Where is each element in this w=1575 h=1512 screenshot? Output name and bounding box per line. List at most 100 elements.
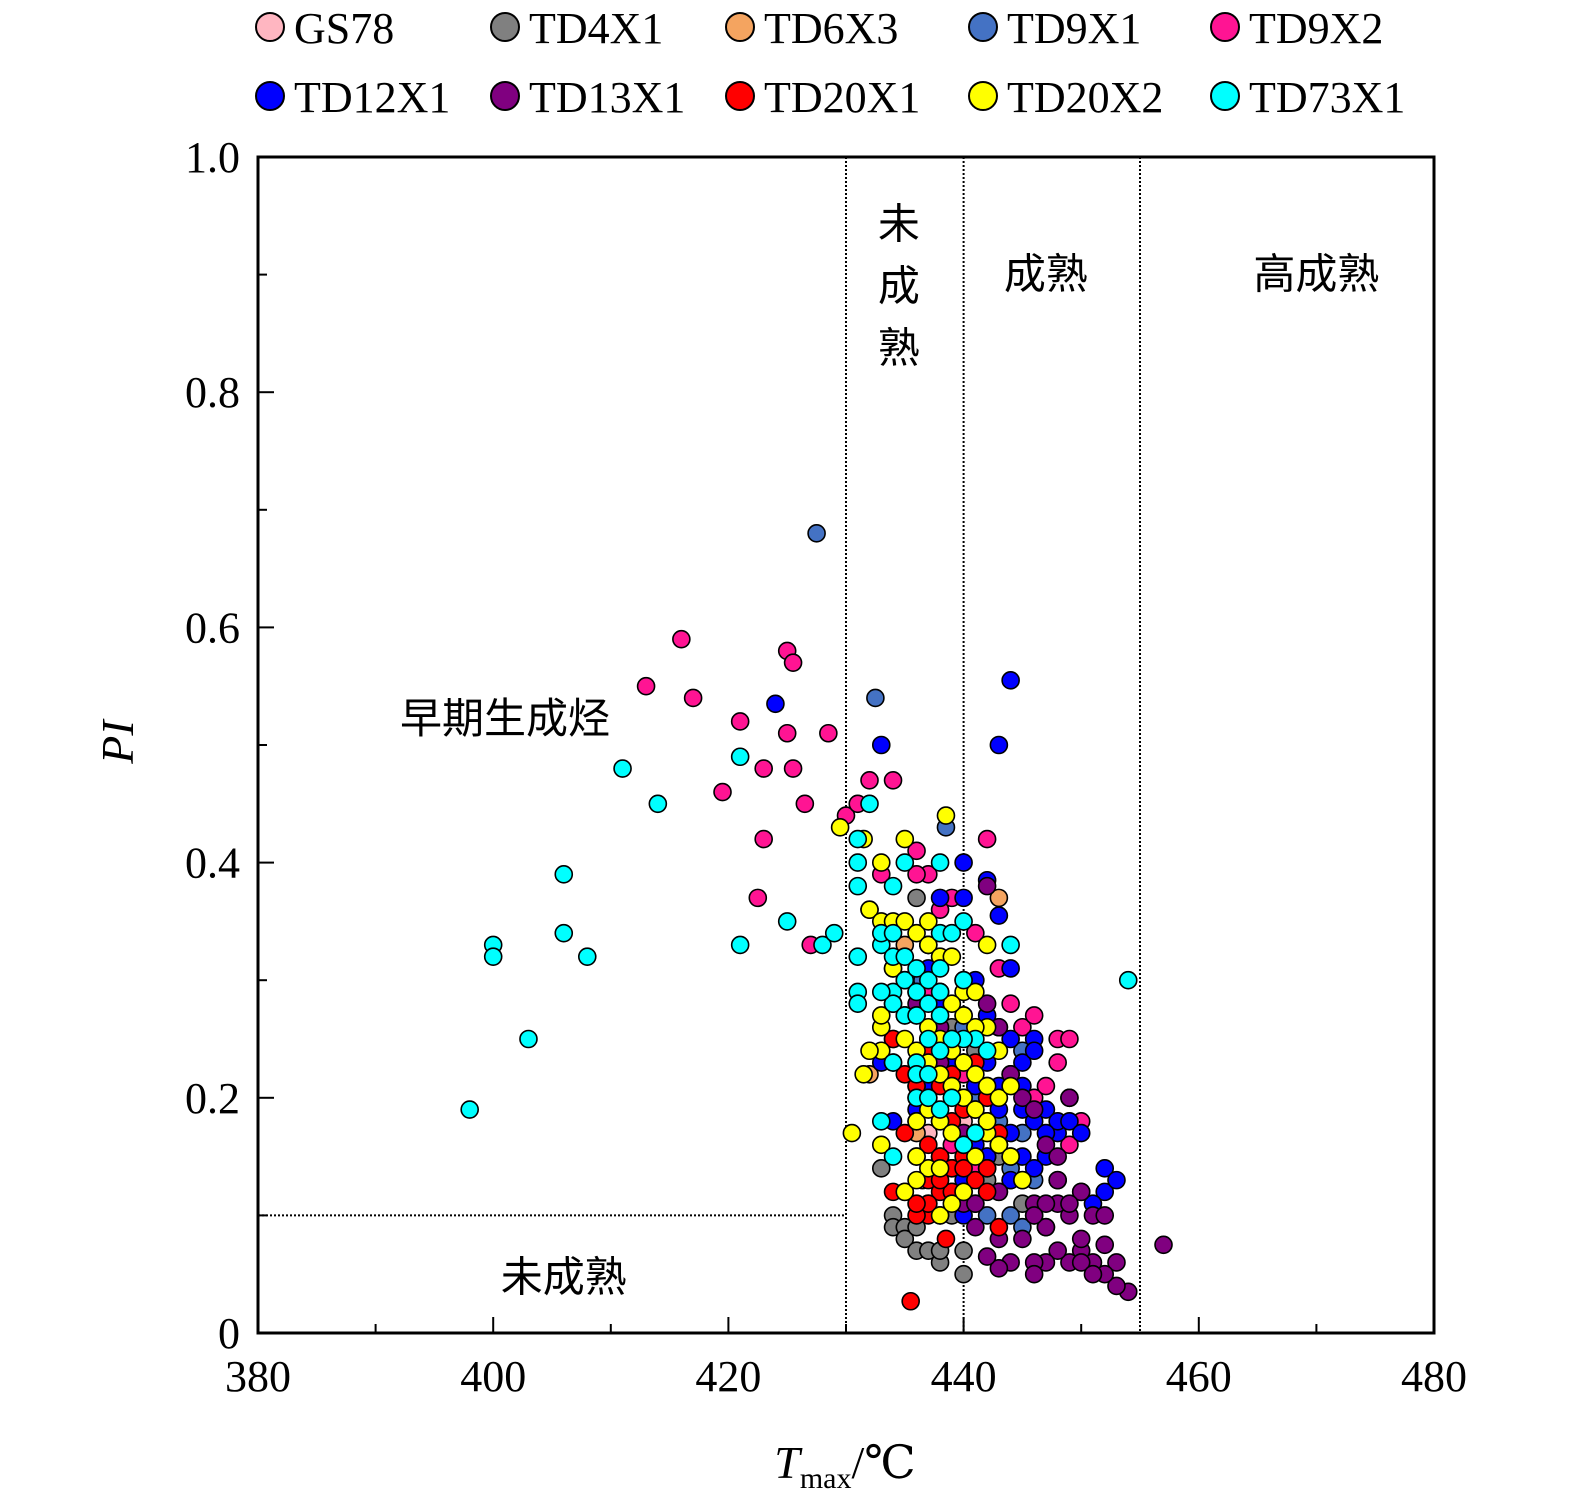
data-point xyxy=(954,1006,973,1025)
y-tick-label: 0 xyxy=(218,1309,240,1358)
legend-label: GS78 xyxy=(294,4,394,53)
legend-label: TD20X1 xyxy=(764,73,920,122)
data-point xyxy=(1024,1206,1044,1225)
data-point xyxy=(1024,1100,1044,1119)
legend-marker xyxy=(255,81,285,111)
data-point xyxy=(1013,1170,1032,1190)
data-point xyxy=(919,935,938,955)
legend-marker xyxy=(255,12,285,42)
data-point xyxy=(907,923,926,943)
data-point xyxy=(1013,1229,1032,1249)
data-point xyxy=(977,1112,997,1131)
data-point xyxy=(919,994,938,1014)
data-point xyxy=(648,794,668,814)
x-tick-label: 400 xyxy=(460,1352,526,1401)
series-TD20X2 xyxy=(830,806,1032,1225)
legend-item: TD20X2 xyxy=(968,73,1163,122)
data-point xyxy=(807,524,826,543)
data-point xyxy=(871,1006,891,1025)
data-point xyxy=(930,853,950,872)
legend-item: TD73X1 xyxy=(1210,73,1405,122)
y-tick-label: 0.4 xyxy=(185,839,240,888)
data-point xyxy=(730,935,750,955)
legend-label: TD4X1 xyxy=(529,4,663,53)
data-point xyxy=(871,853,891,872)
data-point xyxy=(954,1241,973,1260)
data-point xyxy=(730,712,750,731)
data-point xyxy=(613,759,632,778)
data-point xyxy=(483,947,503,966)
y-tick-label: 0.6 xyxy=(185,603,240,652)
data-point xyxy=(848,876,868,896)
data-point xyxy=(954,1053,973,1072)
region-label-char: 成 xyxy=(878,261,920,310)
data-point xyxy=(848,947,868,966)
data-point xyxy=(907,959,926,978)
data-point xyxy=(936,1229,956,1249)
data-point xyxy=(1060,1112,1079,1131)
data-point xyxy=(977,1159,997,1178)
data-point xyxy=(1060,1194,1079,1213)
data-point xyxy=(930,1041,950,1061)
legend-label: TD13X1 xyxy=(529,73,685,122)
x-tick-label: 440 xyxy=(931,1352,997,1401)
region-label: 早期生成烃 xyxy=(400,694,610,743)
y-axis-title: PI xyxy=(92,718,143,765)
y-tick-label: 0.2 xyxy=(185,1074,240,1123)
data-point xyxy=(1001,1206,1020,1225)
legend: GS78 TD4X1 TD6X3 TD9X1 TD9X2 TD12X1 TD13X1 TD20… xyxy=(255,4,1405,122)
legend-item: TD9X1 xyxy=(968,4,1141,53)
data-point xyxy=(895,1123,915,1143)
data-point xyxy=(907,1170,926,1190)
data-point xyxy=(942,923,962,943)
data-point xyxy=(966,982,985,1002)
data-point xyxy=(942,1123,962,1143)
region-label: 成熟 xyxy=(1004,250,1088,299)
data-point xyxy=(883,1147,903,1166)
data-point xyxy=(1036,1217,1056,1237)
data-point xyxy=(895,1029,915,1049)
data-point xyxy=(1083,1264,1103,1284)
data-point xyxy=(930,1159,950,1178)
legend-marker xyxy=(725,12,755,42)
data-point xyxy=(907,865,926,884)
data-point xyxy=(766,694,785,714)
data-point xyxy=(989,1135,1009,1155)
data-point xyxy=(1048,1241,1067,1260)
data-point xyxy=(860,794,879,814)
data-point xyxy=(895,1229,915,1249)
legend-item: TD4X1 xyxy=(490,4,663,53)
data-point xyxy=(1060,1135,1079,1155)
data-point xyxy=(1001,959,1020,978)
x-tick-label: 480 xyxy=(1401,1352,1467,1401)
legend-label: TD9X2 xyxy=(1249,4,1383,53)
data-point xyxy=(848,829,868,849)
data-point xyxy=(460,1100,479,1119)
data-point xyxy=(1048,1170,1067,1190)
data-point xyxy=(1071,1182,1091,1202)
data-point xyxy=(989,1217,1009,1237)
data-point xyxy=(860,900,879,919)
data-point xyxy=(1024,1006,1044,1025)
data-point xyxy=(919,1064,938,1084)
data-point xyxy=(966,1100,985,1119)
data-point xyxy=(819,723,838,743)
data-point xyxy=(977,935,997,955)
data-point xyxy=(966,1123,985,1143)
data-point xyxy=(930,982,950,1002)
data-point xyxy=(954,970,973,990)
data-point xyxy=(1071,1123,1091,1143)
data-point xyxy=(824,923,844,943)
data-point xyxy=(977,1041,997,1061)
data-point xyxy=(942,1029,962,1049)
data-point xyxy=(871,1112,891,1131)
data-point xyxy=(919,1029,938,1049)
data-point xyxy=(848,994,868,1014)
data-point xyxy=(860,1041,879,1061)
legend-item: TD9X2 xyxy=(1210,4,1383,53)
x-tick-label: 380 xyxy=(225,1352,291,1401)
data-point xyxy=(977,829,997,849)
data-point xyxy=(1001,994,1020,1014)
region-label: 高成熟 xyxy=(1253,250,1379,299)
